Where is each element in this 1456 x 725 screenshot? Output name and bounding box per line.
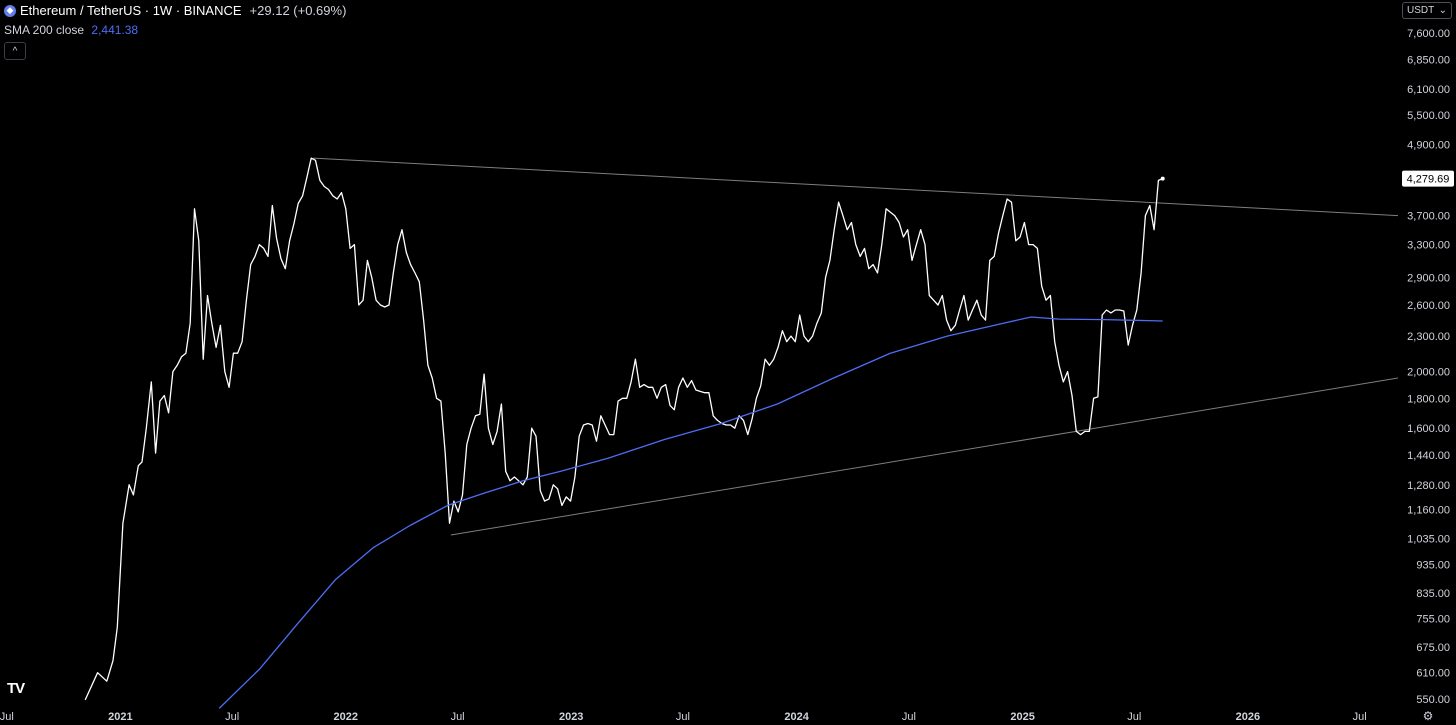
- chart-plot-area[interactable]: [0, 0, 1398, 705]
- chevron-up-icon: ^: [12, 45, 18, 57]
- y-tick-label: 1,280.00: [1407, 480, 1450, 492]
- currency-label: USDT: [1407, 5, 1435, 16]
- y-tick-label: 1,035.00: [1407, 534, 1450, 546]
- x-tick-label: Jul: [0, 711, 14, 723]
- x-tick-label: 2026: [1236, 711, 1260, 723]
- y-tick-label: 2,300.00: [1407, 331, 1450, 343]
- x-tick-label: 2025: [1010, 711, 1034, 723]
- y-tick-label: 3,300.00: [1407, 240, 1450, 252]
- x-tick-label: Jul: [451, 711, 465, 723]
- x-tick-label: 2023: [559, 711, 583, 723]
- chevron-down-icon: ⌄: [1438, 5, 1447, 16]
- ethereum-logo-icon: ◆: [4, 4, 16, 17]
- y-tick-label: 1,800.00: [1407, 393, 1450, 405]
- time-axis[interactable]: Jul 2021 Jul 2022 Jul 2023 Jul 2024 Jul 2025 Jul 20…: [0, 711, 1367, 723]
- x-tick-label: Jul: [676, 711, 690, 723]
- y-tick-label: 5,500.00: [1407, 110, 1450, 122]
- price-line: [84, 157, 1163, 701]
- indicator-label[interactable]: SMA 200 close: [4, 23, 85, 37]
- symbol-header[interactable]: ◆ Ethereum / TetherUS · 1W · BINANCE +29…: [4, 3, 346, 18]
- y-tick-label: 610.00: [1416, 668, 1450, 680]
- price-change: +29.12 (+0.69%): [249, 3, 347, 18]
- tradingview-logo[interactable]: TV: [7, 680, 25, 697]
- x-tick-label: 2022: [334, 711, 358, 723]
- indicator-value: 2,441.38: [91, 23, 139, 37]
- y-tick-label: 675.00: [1416, 642, 1450, 654]
- trendlines: [313, 157, 1399, 536]
- y-tick-label: 550.00: [1416, 694, 1450, 706]
- trendline-1: [313, 157, 1399, 217]
- collapse-legend-button[interactable]: ^: [4, 42, 26, 60]
- sma-line: [218, 316, 1163, 709]
- y-tick-label: 835.00: [1416, 588, 1450, 600]
- price-axis-background: [1398, 0, 1456, 725]
- y-tick-label: 1,600.00: [1407, 423, 1450, 435]
- y-tick-label: 7,600.00: [1407, 28, 1450, 40]
- symbol-title[interactable]: Ethereum / TetherUS · 1W · BINANCE: [20, 3, 242, 18]
- x-tick-label: Jul: [902, 711, 916, 723]
- price-axis[interactable]: 7,600.00 6,850.00 6,100.00 5,500.00 4,900.00…: [1398, 0, 1456, 725]
- series-lines: [84, 157, 1163, 709]
- y-tick-label: 3,700.00: [1407, 211, 1450, 223]
- y-tick-label: 1,440.00: [1407, 450, 1450, 462]
- y-tick-label: 935.00: [1416, 559, 1450, 571]
- trendline-2: [450, 377, 1399, 536]
- plot-background: [0, 0, 1398, 705]
- last-price-badge: [1402, 170, 1454, 187]
- currency-selector[interactable]: USDT ⌄: [1402, 2, 1452, 19]
- x-tick-label: Jul: [225, 711, 239, 723]
- x-tick-label: 2024: [784, 711, 809, 723]
- last-price-marker: 4,279.69: [1160, 170, 1454, 187]
- x-tick-label: Jul: [1127, 711, 1141, 723]
- y-tick-label: 2,000.00: [1407, 367, 1450, 379]
- gear-icon[interactable]: ⚙: [1422, 709, 1434, 723]
- y-tick-label: 2,600.00: [1407, 300, 1450, 312]
- last-price-dot: [1160, 176, 1165, 181]
- y-tick-label: 2,900.00: [1407, 272, 1450, 284]
- y-tick-label: 6,100.00: [1407, 84, 1450, 96]
- x-tick-label: Jul: [1353, 711, 1367, 723]
- y-tick-label: 1,160.00: [1407, 505, 1450, 517]
- last-price-label: 4,279.69: [1407, 174, 1450, 186]
- y-tick-label: 4,900.00: [1407, 139, 1450, 151]
- indicator-legend[interactable]: SMA 200 close 2,441.38: [4, 23, 138, 37]
- y-tick-label: 6,850.00: [1407, 54, 1450, 66]
- x-tick-label: 2021: [108, 711, 132, 723]
- y-tick-label: 755.00: [1416, 614, 1450, 626]
